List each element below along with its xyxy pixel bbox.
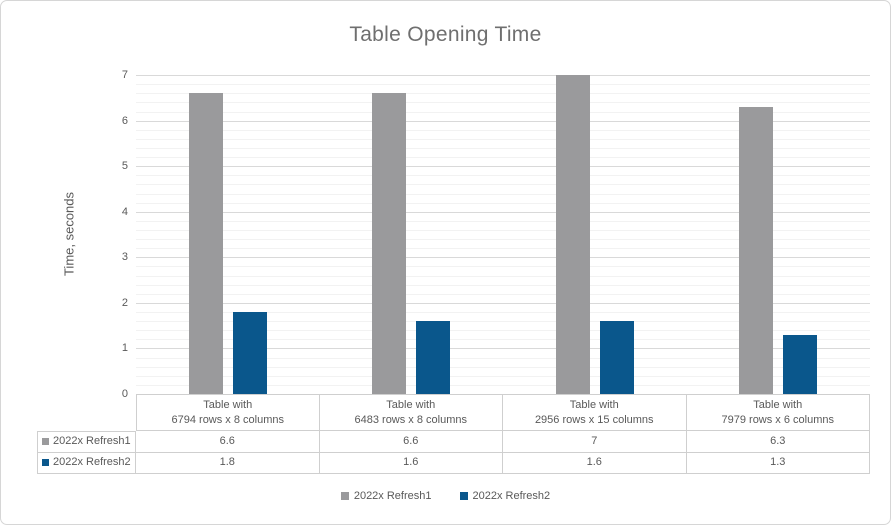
major-gridline [136, 120, 870, 122]
minor-gridline [136, 284, 870, 286]
minor-gridline [136, 111, 870, 113]
chart-title: Table Opening Time [349, 23, 542, 46]
table-header-cell: Table with 6483 rows x 8 columns [319, 394, 503, 431]
table-value-cell: 6.6 [319, 431, 503, 453]
table-header-line: 2956 rows x 15 columns [534, 413, 654, 426]
y-tick-label: 0 [121, 388, 128, 400]
table-value-cell: 1.6 [319, 452, 503, 474]
table-value-cell: 1.6 [503, 452, 687, 474]
minor-gridline [136, 193, 870, 195]
minor-gridline [136, 229, 870, 231]
bar-series2-cat3 [599, 321, 634, 394]
minor-gridline [136, 147, 870, 149]
minor-gridline [136, 321, 870, 323]
table-row-label: 2022x Refresh1 [37, 431, 136, 453]
legend-item: 2022x Refresh2 [459, 490, 551, 502]
table-value-cell: 6.6 [136, 431, 320, 453]
y-tick-label: 4 [121, 205, 128, 218]
series-name: 2022x Refresh1 [53, 435, 131, 448]
minor-gridline [136, 138, 870, 140]
y-tick-label: 3 [121, 251, 128, 264]
legend-key-swatch [459, 492, 468, 500]
table-row-label: 2022x Refresh2 [37, 452, 136, 474]
legend-item: 2022x Refresh1 [340, 490, 432, 502]
legend: 2022x Refresh1 2022x Refresh2 [1, 490, 890, 502]
bar-series1-cat2 [372, 93, 407, 394]
y-tick-label: 6 [121, 114, 128, 127]
bar-series1-cat4 [739, 106, 774, 394]
legend-label: 2022x Refresh1 [353, 490, 432, 502]
table-header-cell: Table with 2956 rows x 15 columns [503, 394, 687, 431]
series-name: 2022x Refresh2 [53, 456, 131, 469]
minor-gridline [136, 129, 870, 131]
minor-gridline [136, 375, 870, 377]
table-header-line: 6794 rows x 8 columns [171, 413, 285, 426]
bar-series2-cat4 [783, 334, 818, 394]
minor-gridline [136, 293, 870, 295]
major-gridline [136, 211, 870, 213]
bar-series1-cat3 [555, 75, 590, 394]
table-header-line: 7979 rows x 6 columns [721, 413, 835, 426]
bar-series1-cat1 [188, 93, 223, 394]
major-gridline [136, 166, 870, 168]
table-header-line: Table with [753, 398, 803, 411]
bar-series2-cat1 [232, 312, 267, 394]
minor-gridline [136, 248, 870, 250]
y-tick-label: 7 [121, 69, 128, 81]
minor-gridline [136, 220, 870, 222]
y-tick-label: 2 [121, 296, 128, 309]
legend-key-swatch [340, 492, 349, 500]
series-key-swatch [42, 459, 49, 467]
minor-gridline [136, 366, 870, 368]
legend-label: 2022x Refresh2 [472, 490, 551, 502]
minor-gridline [136, 102, 870, 104]
minor-gridline [136, 384, 870, 386]
table-header-cell: Table with 7979 rows x 6 columns [686, 394, 870, 431]
table-value-cell: 7 [503, 431, 687, 453]
minor-gridline [136, 157, 870, 158]
y-tick-label: 5 [121, 160, 128, 173]
minor-gridline [136, 330, 870, 332]
minor-gridline [136, 239, 870, 241]
minor-gridline [136, 202, 870, 204]
table-value-cell: 1.3 [686, 452, 870, 474]
minor-gridline [136, 357, 870, 359]
table-header-line: Table with [569, 398, 619, 411]
minor-gridline [136, 266, 870, 268]
table-header-line: 6483 rows x 8 columns [354, 413, 468, 426]
major-gridline [136, 257, 870, 259]
bar-series2-cat2 [416, 321, 451, 394]
minor-gridline [136, 93, 870, 95]
minor-gridline [136, 84, 870, 86]
table-value-cell: 6.3 [686, 431, 870, 453]
table-header-cell: Table with 6794 rows x 8 columns [136, 394, 320, 431]
minor-gridline [136, 275, 870, 277]
table-value-cell: 1.8 [136, 452, 320, 474]
major-gridline [136, 348, 870, 350]
minor-gridline [136, 184, 870, 186]
major-gridline [136, 302, 870, 304]
series-key-swatch [42, 438, 49, 446]
y-tick-label: 1 [121, 342, 128, 355]
y-axis-title: Time, seconds [61, 191, 77, 277]
table-header-line: Table with [386, 398, 436, 411]
minor-gridline [136, 312, 870, 313]
minor-gridline [136, 339, 870, 341]
table-header-line: Table with [203, 398, 253, 411]
minor-gridline [136, 175, 870, 177]
major-gridline [136, 394, 870, 395]
major-gridline [136, 75, 870, 76]
